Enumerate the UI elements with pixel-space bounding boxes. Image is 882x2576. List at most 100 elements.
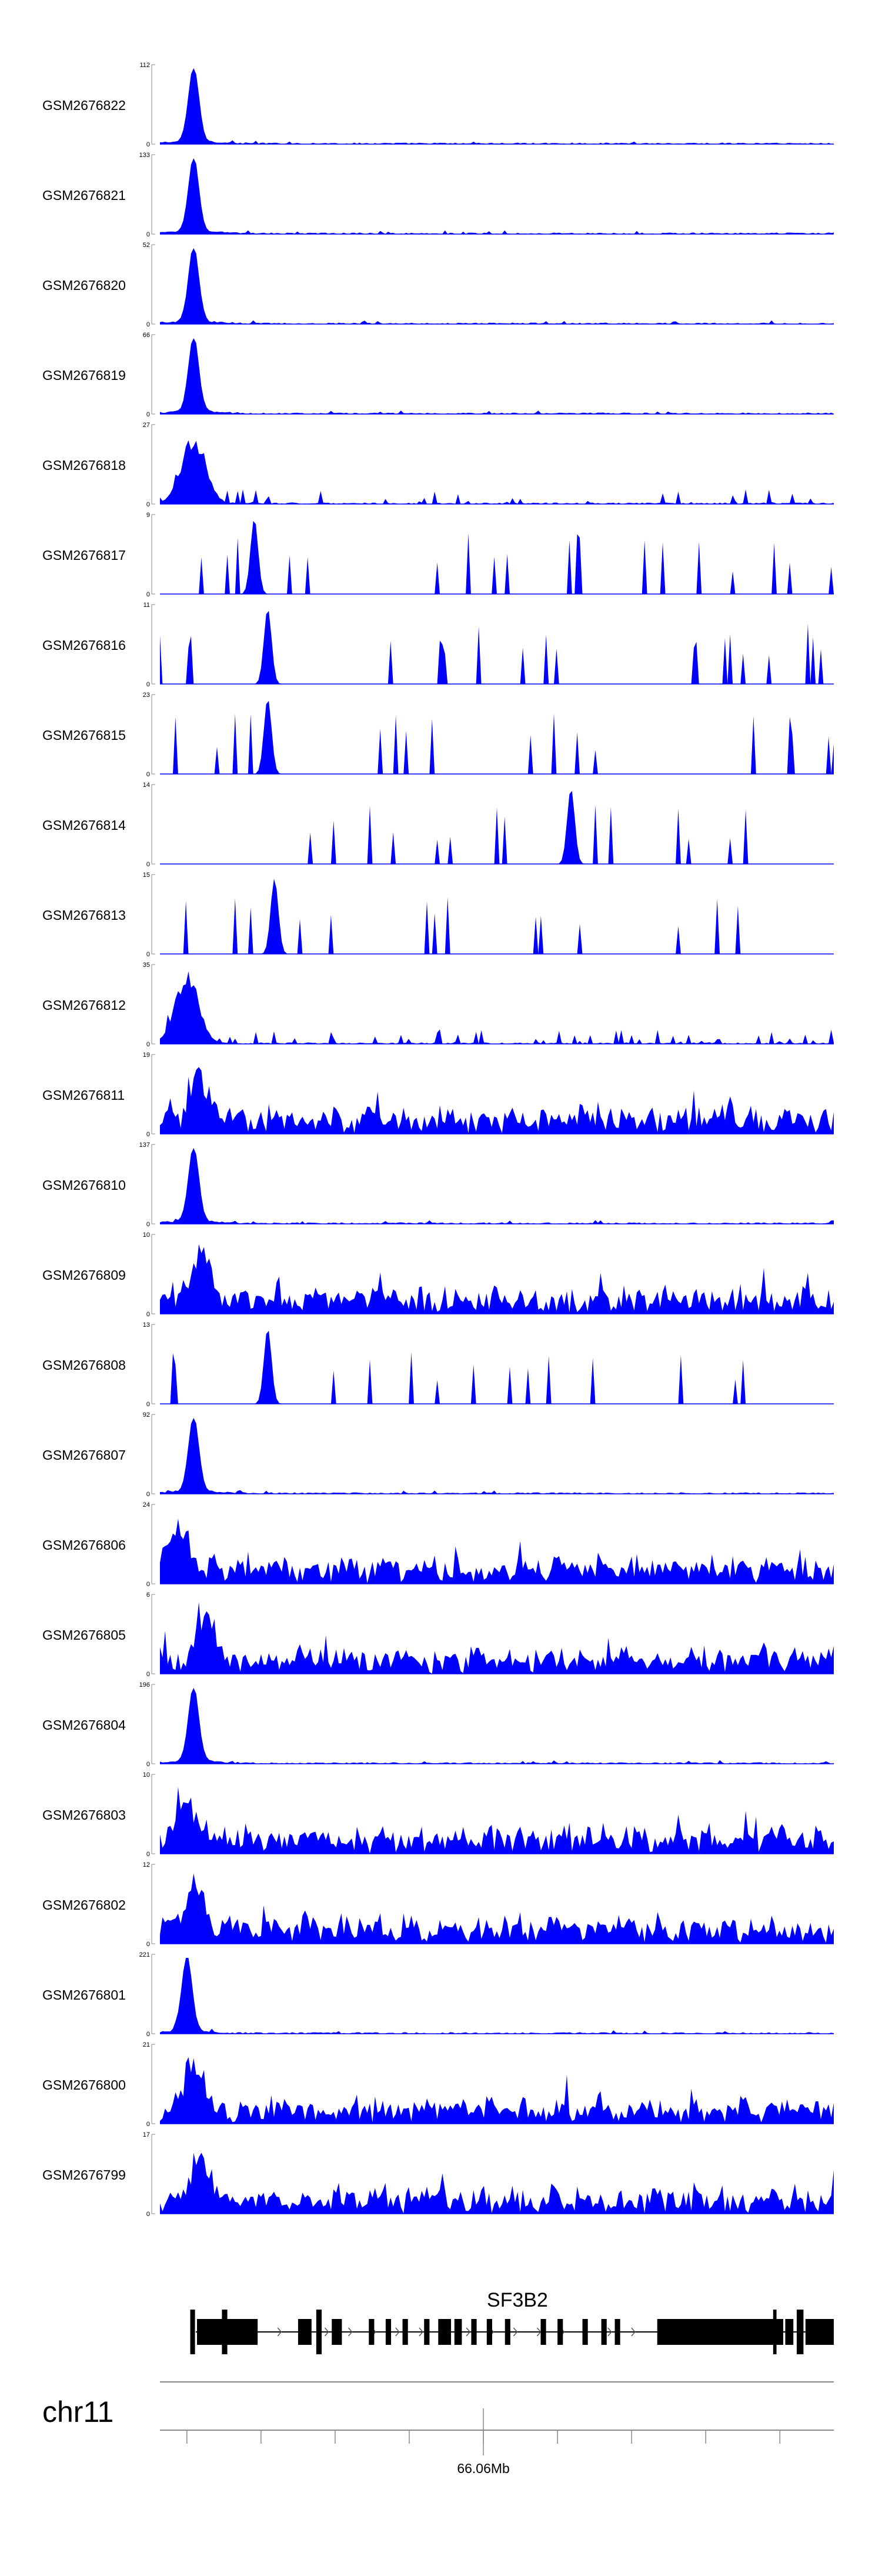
coverage-area [160,1873,834,1944]
strand-arrow [348,2327,353,2337]
y-min-label: 0 [146,1761,150,1768]
coverage-area [160,1244,834,1314]
track-label: GSM2676821 [42,188,126,203]
y-max-label: 10 [143,1232,150,1239]
track-label: GSM2676811 [42,1087,125,1103]
y-max-label: 19 [143,1052,150,1059]
exon [601,2319,607,2345]
coverage-area [160,2153,834,2214]
exon [471,2319,477,2345]
track-GSM2676799: GSM2676799 17 0 [42,2131,834,2218]
track-GSM2676812: GSM2676812 35 0 [42,962,834,1048]
strand-arrow [324,2327,329,2337]
track-GSM2676807: GSM2676807 92 0 [42,1412,834,1498]
track-label: GSM2676813 [42,907,126,923]
y-min-label: 0 [146,1491,150,1498]
coverage-area [160,879,834,954]
y-min-label: 0 [146,1671,150,1678]
y-min-label: 0 [146,681,150,688]
y-max-label: 13 [143,1322,150,1329]
y-max-label: 14 [143,782,150,789]
track-GSM2676816: GSM2676816 11 0 [42,602,834,688]
exon-tall [796,2310,804,2354]
track-GSM2676815: GSM2676815 23 0 [42,692,834,778]
track-GSM2676822: GSM2676822 112 0 [42,62,834,148]
track-GSM2676804: GSM2676804 196 0 [42,1681,834,1768]
track-label: GSM2676815 [42,728,126,743]
track-label: GSM2676814 [42,817,126,833]
y-min-label: 0 [146,501,150,508]
coverage-area [160,1519,834,1584]
y-min-label: 0 [146,1581,150,1588]
track-label: GSM2676816 [42,638,126,653]
strand-arrow [466,2327,471,2337]
y-min-label: 0 [146,411,150,418]
gene-label: SF3B2 [487,2289,548,2311]
strand-arrow [395,2327,400,2337]
track-label: GSM2676802 [42,1897,126,1913]
y-min-label: 0 [146,1221,150,1228]
track-label: GSM2676818 [42,458,126,473]
y-min-label: 0 [146,2031,150,2038]
chromosome-label: chr11 [42,2395,113,2428]
strand-arrow [513,2327,518,2337]
track-GSM2676809: GSM2676809 10 0 [42,1232,834,1318]
y-max-label: 23 [143,692,150,699]
track-label: GSM2676799 [42,2167,126,2183]
exon [805,2319,834,2345]
y-min-label: 0 [146,321,150,328]
y-min-label: 0 [146,771,150,778]
coverage-area [160,2057,834,2124]
axis-ticks [186,2408,781,2455]
track-GSM2676811: GSM2676811 19 0 [42,1052,834,1138]
track-GSM2676808: GSM2676808 13 0 [42,1322,834,1408]
track-label: GSM2676819 [42,368,126,383]
strand-arrow [419,2327,423,2337]
y-min-label: 0 [146,1131,150,1138]
genome-axis: chr11 66.06Mb [42,2381,834,2476]
track-label: GSM2676803 [42,1807,126,1823]
y-max-label: 15 [143,872,150,879]
exon [438,2319,452,2345]
exon [582,2319,588,2345]
y-max-label: 6 [146,1591,150,1599]
y-min-label: 0 [146,141,150,148]
track-GSM2676818: GSM2676818 27 0 [42,422,834,508]
track-label: GSM2676809 [42,1267,126,1283]
exon [424,2319,430,2345]
coverage-area [160,1602,834,1674]
coverage-area [160,1958,834,2034]
y-max-label: 21 [143,2041,150,2048]
track-label: GSM2676820 [42,278,126,293]
exon [785,2319,794,2345]
track-GSM2676806: GSM2676806 24 0 [42,1501,834,1588]
track-GSM2676820: GSM2676820 52 0 [42,242,834,328]
exon [369,2319,375,2345]
track-GSM2676802: GSM2676802 12 0 [42,1861,834,1948]
exon-tall [190,2310,195,2354]
exon [298,2319,312,2345]
track-label: GSM2676806 [42,1537,126,1553]
track-GSM2676803: GSM2676803 10 0 [42,1771,834,1858]
track-label: GSM2676808 [42,1357,126,1373]
y-min-label: 0 [146,1401,150,1408]
y-min-label: 0 [146,1941,150,1948]
track-label: GSM2676800 [42,2077,126,2093]
track-GSM2676819: GSM2676819 66 0 [42,332,834,418]
y-max-label: 66 [143,332,150,339]
coverage-area [160,68,834,144]
coverage-area [160,700,834,774]
coverage-area [160,520,834,594]
track-label: GSM2676804 [42,1717,126,1733]
coverage-area [160,1787,834,1854]
exon [505,2319,510,2345]
exon [540,2319,546,2345]
y-max-label: 12 [143,1861,150,1868]
track-GSM2676801: GSM2676801 221 0 [42,1951,834,2038]
coverage-area [160,1067,834,1134]
exon [657,2319,784,2345]
exon [454,2319,462,2345]
y-min-label: 0 [146,2211,150,2218]
coverage-area [160,1688,834,1764]
